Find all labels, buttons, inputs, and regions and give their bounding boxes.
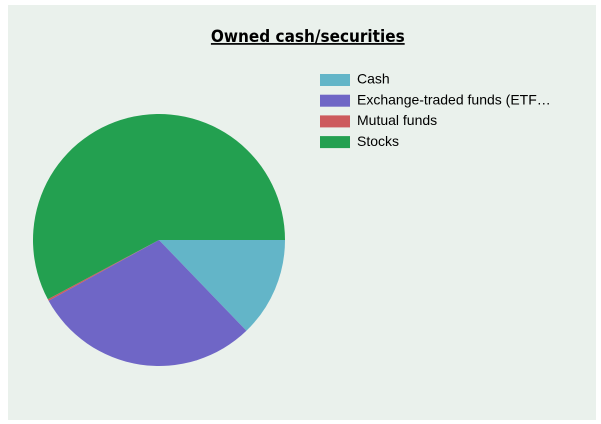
- pie-slice: [33, 113, 285, 300]
- pie-slice: [159, 240, 285, 331]
- pie-slice: [48, 240, 247, 366]
- legend-label: Exchange-traded funds (ETF…: [357, 91, 551, 107]
- legend-label: Mutual funds: [357, 112, 437, 128]
- chart-title: Owned cash/securities: [211, 26, 405, 46]
- legend-swatch: [320, 136, 350, 149]
- legend-swatch: [320, 115, 350, 128]
- pie-slice: [47, 240, 159, 301]
- legend-label: Stocks: [357, 133, 399, 149]
- legend-swatch: [320, 74, 350, 86]
- legend-label: Cash: [357, 71, 390, 87]
- legend-swatch: [320, 94, 350, 107]
